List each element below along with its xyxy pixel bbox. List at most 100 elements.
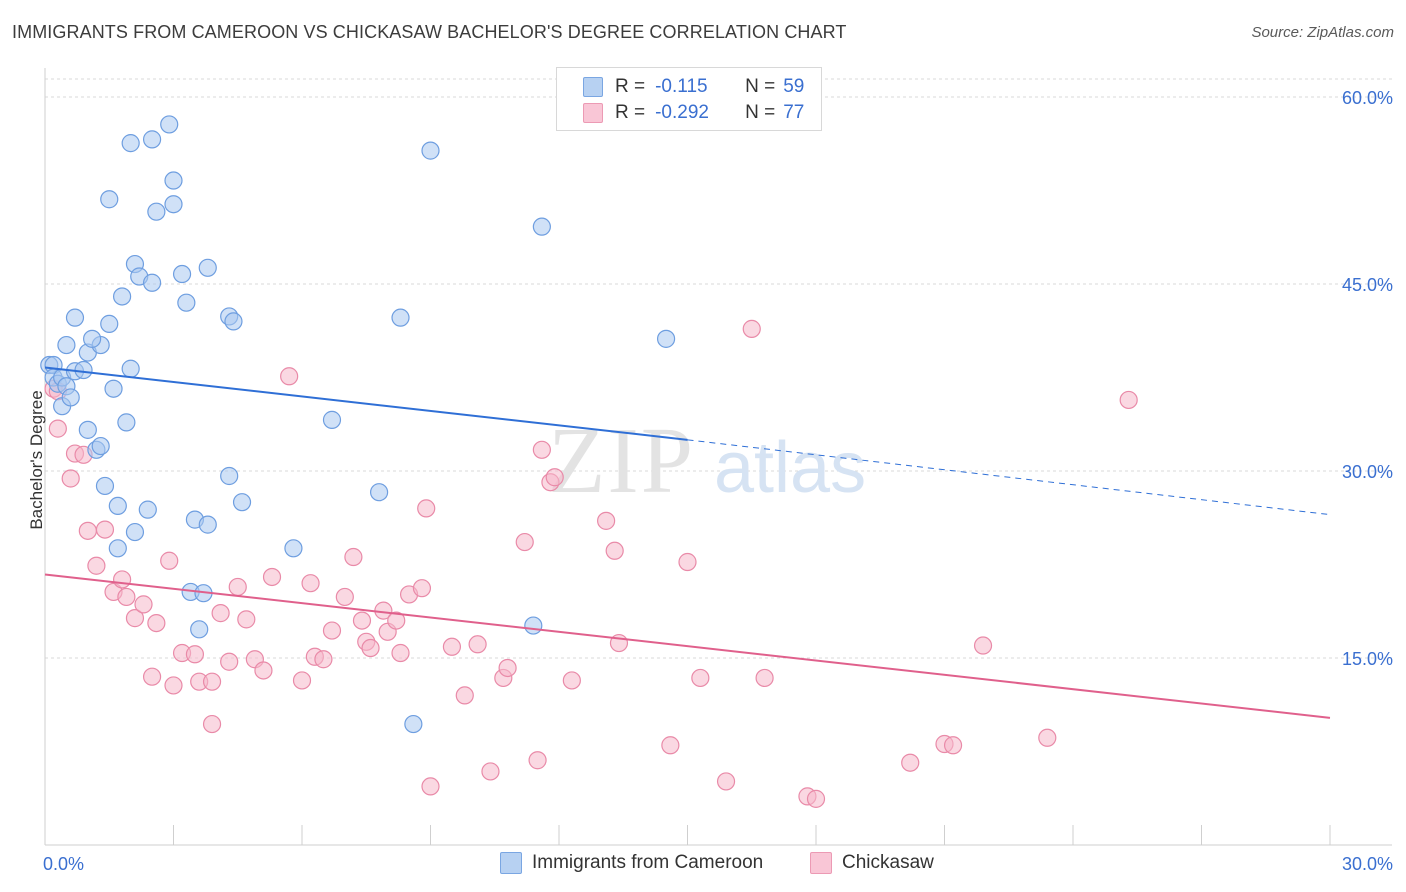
chickasaw-point <box>481 762 500 781</box>
chickasaw-point <box>678 552 697 572</box>
chickasaw-point <box>211 604 230 623</box>
chickasaw-point <box>254 661 273 680</box>
chickasaw-point <box>661 736 680 755</box>
cameroon-point <box>74 360 93 380</box>
cameroon-point <box>125 522 145 542</box>
chickasaw-point <box>228 577 247 597</box>
cameroon-point <box>117 413 136 432</box>
cameroon-point <box>190 620 209 639</box>
y-tick-label: 45.0% <box>1342 275 1393 295</box>
legend-row-chickasaw: R = -0.292 N = 77 <box>583 102 804 124</box>
legend-r-value: -0.292 <box>655 102 709 123</box>
chickasaw-point <box>391 643 410 663</box>
chickasaw-point <box>691 668 710 688</box>
chickasaw-point <box>417 499 436 518</box>
watermark: ZIP atlas <box>548 409 866 513</box>
legend-swatch-pink <box>583 103 603 123</box>
chickasaw-point <box>387 611 406 630</box>
chickasaw-point <box>61 469 80 488</box>
cameroon-point <box>78 420 97 439</box>
axes-layer <box>44 68 1392 846</box>
chickasaw-point <box>412 579 432 598</box>
chickasaw-point <box>742 319 761 338</box>
chickasaw-point <box>280 367 299 386</box>
chickasaw-point <box>716 772 736 791</box>
chickasaw-point <box>806 789 826 808</box>
series-legend-item-cameroon: Immigrants from Cameroon <box>500 852 763 874</box>
series-label: Chickasaw <box>842 852 934 873</box>
cameroon-point <box>404 714 423 734</box>
chickasaw-point <box>344 547 363 567</box>
chickasaw-point <box>48 419 67 438</box>
series-legend-item-chickasaw: Chickasaw <box>810 852 934 874</box>
cameroon-point <box>232 493 252 512</box>
chickasaw-point <box>605 541 624 560</box>
series-label: Immigrants from Cameroon <box>532 852 764 873</box>
watermark-atlas: atlas <box>714 428 866 508</box>
chickasaw-point <box>755 668 774 688</box>
chickasaw-point <box>597 511 616 530</box>
legend-n-label: N = <box>745 76 776 97</box>
cameroon-point <box>198 515 217 534</box>
chickasaw-point <box>1119 390 1138 410</box>
chickasaw-point <box>528 751 547 770</box>
chickasaw-point <box>455 686 474 705</box>
legend-r-label: R = <box>615 76 646 97</box>
chickasaw-point <box>421 777 440 796</box>
points-layer <box>40 115 1138 808</box>
legend-r-value: -0.115 <box>655 76 708 97</box>
cameroon-point <box>121 134 140 153</box>
cameroon-point <box>83 329 102 348</box>
chickasaw-point <box>314 650 333 669</box>
chickasaw-point <box>134 595 153 614</box>
cameroon-point <box>100 190 119 209</box>
cameroon-point <box>172 264 192 284</box>
cameroon-point <box>322 410 342 429</box>
chickasaw-point <box>87 556 106 575</box>
chickasaw-point <box>532 440 551 459</box>
cameroon-point <box>138 500 157 519</box>
chickasaw-point <box>112 570 132 589</box>
chickasaw-point <box>515 532 534 552</box>
cameroon-point <box>57 335 76 355</box>
cameroon-point <box>108 496 127 516</box>
chickasaw-point <box>292 671 312 690</box>
chickasaw-point <box>95 520 115 539</box>
cameroon-point <box>104 379 123 398</box>
grid-layer <box>45 78 1392 659</box>
chickasaw-point <box>237 610 256 629</box>
legend-n-value: 59 <box>783 76 805 97</box>
series-swatch-pink <box>810 852 832 874</box>
y-axis-label: Bachelor's Degree <box>26 390 46 530</box>
cameroon-point <box>100 314 119 333</box>
series-legend: Immigrants from Cameroon Chickasaw <box>0 852 1406 878</box>
cameroon-point <box>524 616 543 635</box>
cameroon-point <box>177 293 196 312</box>
cameroon-point <box>224 312 243 331</box>
chickasaw-point <box>142 667 162 686</box>
source-label: Source: ZipAtlas.com <box>1251 24 1394 41</box>
cameroon-point <box>391 308 410 327</box>
cameroon-point <box>95 476 115 496</box>
cameroon-point <box>656 329 676 348</box>
chickasaw-point <box>220 652 239 671</box>
chickasaw-point <box>185 645 205 664</box>
legend-swatch-blue <box>583 77 603 97</box>
cameroon-point <box>164 195 183 214</box>
legend-row-cameroon: R = -0.115 N = 59 <box>583 76 804 98</box>
legend-n-label: N = <box>745 102 776 123</box>
chickasaw-point <box>202 672 222 691</box>
chart-title: IMMIGRANTS FROM CAMEROON VS CHICKASAW BA… <box>12 22 847 42</box>
chickasaw-point <box>361 638 380 658</box>
chickasaw-point <box>164 676 183 695</box>
chickasaw-point <box>335 587 354 607</box>
cameroon-point <box>220 466 239 486</box>
cameroon-point <box>370 483 389 502</box>
x-tick-label: 30.0% <box>1342 854 1393 874</box>
cameroon-point <box>160 115 179 134</box>
chickasaw-point <box>545 468 564 487</box>
chickasaw-point <box>1038 728 1057 747</box>
chickasaw-point <box>562 671 581 690</box>
cameroon-point <box>147 202 166 221</box>
chickasaw-point <box>160 551 179 570</box>
